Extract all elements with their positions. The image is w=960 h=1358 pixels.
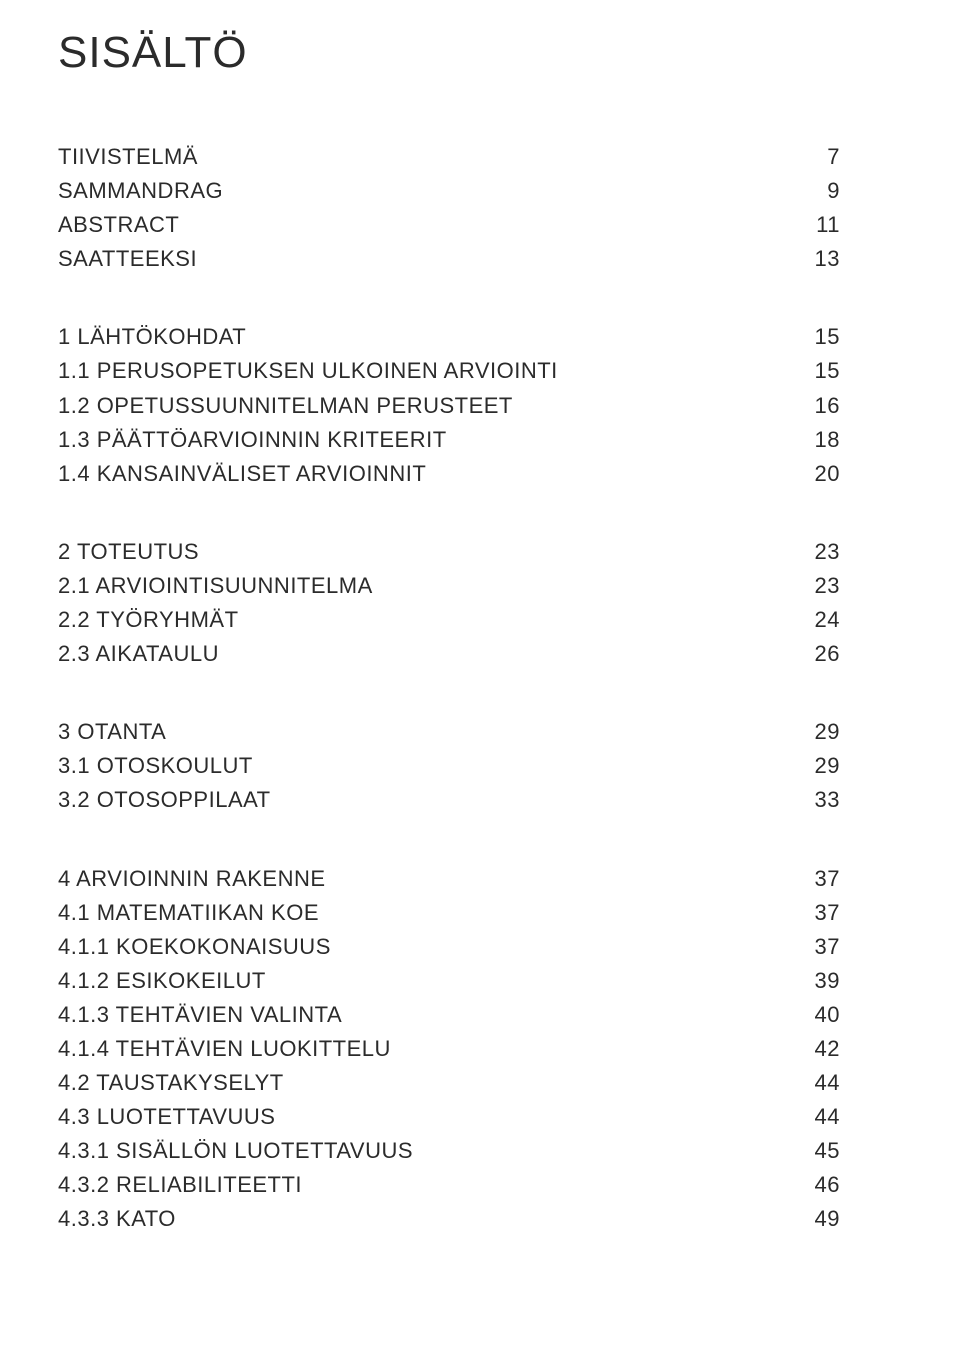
toc-row: 4.3 LUOTETTAVUUS 44 (58, 1100, 840, 1134)
toc-entry-label: 4.3.2 RELIABILITEETTI (58, 1168, 302, 1202)
toc-entry-label: 4.1.3 TEHTÄVIEN VALINTA (58, 998, 342, 1032)
toc-entry-page: 16 (800, 389, 840, 423)
toc-entry-label: TIIVISTELMÄ (58, 140, 198, 174)
toc-row: 4.1.1 KOEKOKONAISUUS 37 (58, 930, 840, 964)
toc-row: 4 ARVIOINNIN RAKENNE 37 (58, 862, 840, 896)
toc-row: TIIVISTELMÄ 7 (58, 140, 840, 174)
page: SISÄLTÖ TIIVISTELMÄ 7 SAMMANDRAG 9 ABSTRACT 1… (0, 0, 960, 1358)
toc-row: 1 LÄHTÖKOHDAT 15 (58, 320, 840, 354)
toc-row: 3.2 OTOSOPPILAAT 33 (58, 783, 840, 817)
toc-entry-label: 4.3 LUOTETTAVUUS (58, 1100, 275, 1134)
toc-entry-label: 3 OTANTA (58, 715, 166, 749)
toc-entry-label: 2.3 AIKATAULU (58, 637, 219, 671)
toc-entry-label: 4.3.1 SISÄLLÖN LUOTETTAVUUS (58, 1134, 413, 1168)
toc-row: 4.1.2 ESIKOKEILUT 39 (58, 964, 840, 998)
toc-row: 3 OTANTA 29 (58, 715, 840, 749)
toc-row: 2.3 AIKATAULU 26 (58, 637, 840, 671)
toc-row: 1.4 KANSAINVÄLISET ARVIOINNIT 20 (58, 457, 840, 491)
toc-entry-label: 3.1 OTOSKOULUT (58, 749, 253, 783)
toc-entry-label: 1 LÄHTÖKOHDAT (58, 320, 246, 354)
toc-entry-page: 42 (800, 1032, 840, 1066)
toc-row: SAMMANDRAG 9 (58, 174, 840, 208)
toc-row: 4.3.3 KATO 49 (58, 1202, 840, 1236)
toc-entry-page: 39 (800, 964, 840, 998)
toc-entry-label: 4.2 TAUSTAKYSELYT (58, 1066, 284, 1100)
toc-row: 2 TOTEUTUS 23 (58, 535, 840, 569)
toc-entry-page: 46 (800, 1168, 840, 1202)
toc-row: 4.1.3 TEHTÄVIEN VALINTA 40 (58, 998, 840, 1032)
toc-entry-page: 23 (800, 569, 840, 603)
toc-row: 4.3.1 SISÄLLÖN LUOTETTAVUUS 45 (58, 1134, 840, 1168)
toc-entry-label: 4.1 MATEMATIIKAN KOE (58, 896, 319, 930)
toc-row: 1.2 OPETUSSUUNNITELMAN PERUSTEET 16 (58, 389, 840, 423)
toc-entry-page: 20 (800, 457, 840, 491)
page-title: SISÄLTÖ (58, 28, 840, 78)
toc-block: TIIVISTELMÄ7SAMMANDRAG9ABSTRACT11SAATTEE… (58, 140, 840, 276)
toc-row: 4.1.4 TEHTÄVIEN LUOKITTELU 42 (58, 1032, 840, 1066)
toc-entry-page: 29 (800, 749, 840, 783)
toc-entry-page: 44 (800, 1100, 840, 1134)
toc-entry-page: 40 (800, 998, 840, 1032)
toc-entry-label: 1.3 PÄÄTTÖARVIOINNIN KRITEERIT (58, 423, 447, 457)
toc-entry-label: 4.1.2 ESIKOKEILUT (58, 964, 266, 998)
toc-row: 1.1 PERUSOPETUKSEN ULKOINEN ARVIOINTI 15 (58, 354, 840, 388)
toc-block: 1 LÄHTÖKOHDAT151.1 PERUSOPETUKSEN ULKOIN… (58, 320, 840, 490)
toc-entry-page: 7 (800, 140, 840, 174)
toc-row: 2.2 TYÖRYHMÄT 24 (58, 603, 840, 637)
toc-entry-label: 1.1 PERUSOPETUKSEN ULKOINEN ARVIOINTI (58, 354, 558, 388)
toc-entry-page: 44 (800, 1066, 840, 1100)
toc-entry-label: 1.4 KANSAINVÄLISET ARVIOINNIT (58, 457, 426, 491)
toc-entry-label: 2.1 ARVIOINTISUUNNITELMA (58, 569, 373, 603)
toc-row: 3.1 OTOSKOULUT 29 (58, 749, 840, 783)
toc-entry-page: 26 (800, 637, 840, 671)
toc-entry-label: 1.2 OPETUSSUUNNITELMAN PERUSTEET (58, 389, 513, 423)
toc-entry-label: 3.2 OTOSOPPILAAT (58, 783, 271, 817)
toc-row: 1.3 PÄÄTTÖARVIOINNIN KRITEERIT 18 (58, 423, 840, 457)
toc-entry-label: 4.1.1 KOEKOKONAISUUS (58, 930, 331, 964)
toc-block: 3 OTANTA293.1 OTOSKOULUT293.2 OTOSOPPILA… (58, 715, 840, 817)
toc-entry-label: 4.1.4 TEHTÄVIEN LUOKITTELU (58, 1032, 391, 1066)
toc-entry-page: 49 (800, 1202, 840, 1236)
toc-row: SAATTEEKSI 13 (58, 242, 840, 276)
toc-row: 4.3.2 RELIABILITEETTI 46 (58, 1168, 840, 1202)
toc-entry-page: 33 (800, 783, 840, 817)
toc-entry-page: 11 (800, 208, 840, 242)
toc-entry-label: SAATTEEKSI (58, 242, 197, 276)
toc-entry-page: 45 (800, 1134, 840, 1168)
toc-row: 4.1 MATEMATIIKAN KOE 37 (58, 896, 840, 930)
toc-block: 4 ARVIOINNIN RAKENNE374.1 MATEMATIIKAN K… (58, 862, 840, 1237)
toc-entry-page: 37 (800, 930, 840, 964)
toc-entry-label: 2.2 TYÖRYHMÄT (58, 603, 239, 637)
toc-entry-label: ABSTRACT (58, 208, 179, 242)
toc-entry-page: 18 (800, 423, 840, 457)
toc-entry-page: 37 (800, 862, 840, 896)
toc-entry-page: 13 (800, 242, 840, 276)
toc-entry-page: 23 (800, 535, 840, 569)
toc-entry-label: 4.3.3 KATO (58, 1202, 176, 1236)
toc-entry-page: 15 (800, 354, 840, 388)
toc-container: TIIVISTELMÄ7SAMMANDRAG9ABSTRACT11SAATTEE… (58, 140, 840, 1237)
toc-entry-label: 4 ARVIOINNIN RAKENNE (58, 862, 326, 896)
toc-entry-label: 2 TOTEUTUS (58, 535, 199, 569)
toc-row: ABSTRACT 11 (58, 208, 840, 242)
toc-row: 2.1 ARVIOINTISUUNNITELMA 23 (58, 569, 840, 603)
toc-block: 2 TOTEUTUS232.1 ARVIOINTISUUNNITELMA232.… (58, 535, 840, 671)
toc-entry-page: 15 (800, 320, 840, 354)
toc-row: 4.2 TAUSTAKYSELYT 44 (58, 1066, 840, 1100)
toc-entry-page: 24 (800, 603, 840, 637)
toc-entry-label: SAMMANDRAG (58, 174, 223, 208)
toc-entry-page: 9 (800, 174, 840, 208)
toc-entry-page: 37 (800, 896, 840, 930)
toc-entry-page: 29 (800, 715, 840, 749)
